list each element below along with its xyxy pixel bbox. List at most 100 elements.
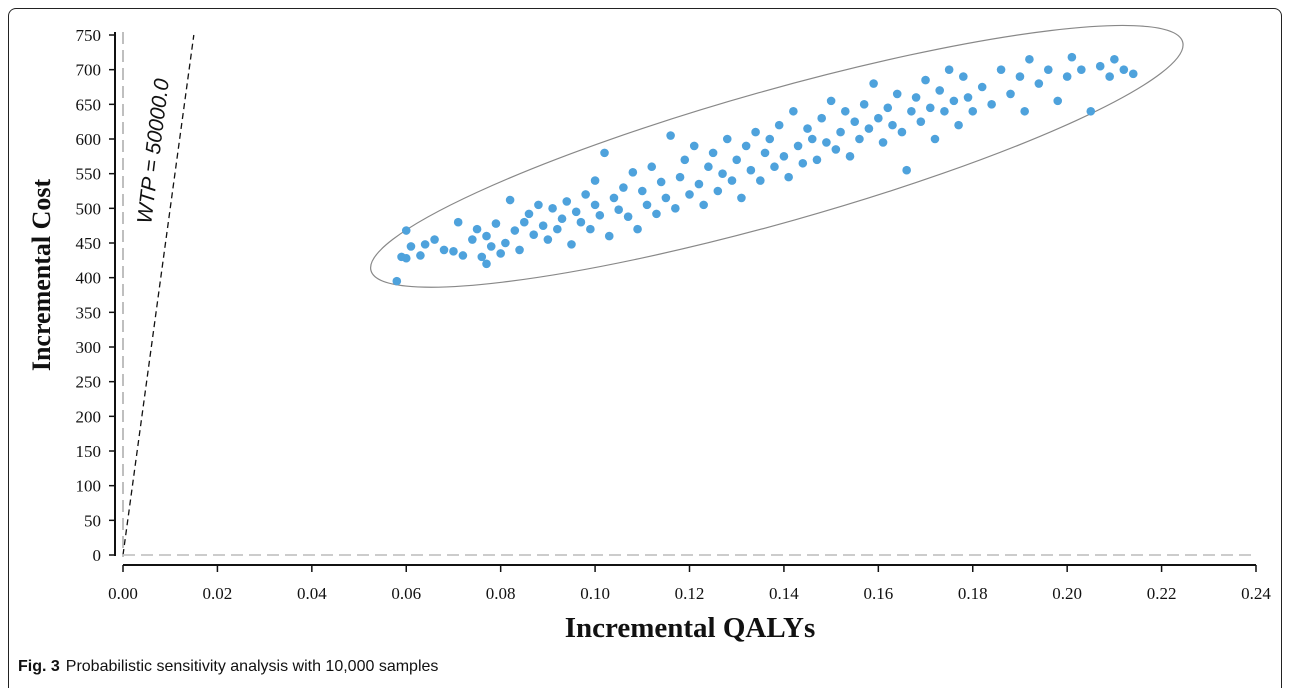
- data-point: [680, 155, 690, 165]
- data-point: [694, 179, 704, 189]
- data-point: [420, 240, 430, 249]
- x-tick-label: 0.00: [108, 584, 138, 603]
- data-point: [619, 183, 628, 192]
- x-tick-label: 0.06: [391, 584, 421, 603]
- data-point: [840, 106, 850, 116]
- data-point: [595, 210, 605, 220]
- data-point: [1105, 72, 1114, 81]
- data-point: [930, 134, 940, 144]
- data-point: [548, 204, 557, 213]
- data-point: [689, 141, 699, 151]
- data-point: [439, 245, 449, 255]
- data-point: [557, 214, 567, 224]
- y-tick-label: 550: [76, 165, 102, 184]
- data-point: [416, 251, 425, 260]
- data-point: [671, 204, 680, 213]
- data-point: [888, 120, 897, 130]
- data-point: [911, 93, 921, 102]
- y-axis-ticks: 0 50 100 150 200 250 300 350 400 450 500 550 600 650 7…: [76, 26, 115, 565]
- data-point: [586, 224, 595, 234]
- y-tick-label: 500: [76, 199, 102, 218]
- data-point: [600, 148, 609, 158]
- data-point: [482, 231, 491, 241]
- data-point: [798, 158, 808, 168]
- data-point: [1053, 96, 1063, 106]
- data-point: [661, 193, 671, 203]
- data-point: [812, 155, 822, 165]
- y-tick-label: 350: [76, 303, 102, 322]
- data-point: [567, 240, 576, 249]
- data-point: [737, 193, 746, 203]
- data-point: [1128, 69, 1138, 79]
- reference-lines: [122, 34, 195, 556]
- y-tick-label: 600: [76, 130, 102, 149]
- data-point: [628, 167, 638, 177]
- data-point: [590, 176, 600, 185]
- y-tick-label: 700: [76, 61, 102, 80]
- data-point: [741, 141, 751, 151]
- data-point: [449, 247, 458, 256]
- data-point: [1034, 79, 1044, 88]
- data-point: [581, 190, 590, 199]
- data-point: [803, 124, 812, 133]
- x-tick-label: 0.08: [486, 584, 516, 603]
- data-point: [704, 162, 713, 172]
- data-point: [642, 200, 652, 210]
- x-tick-label: 0.12: [675, 584, 705, 603]
- data-point: [666, 131, 675, 140]
- x-tick-label: 0.04: [297, 584, 327, 603]
- data-point: [486, 242, 496, 251]
- confidence-ellipse-layer: [370, 24, 1184, 288]
- x-tick-label: 0.10: [580, 584, 610, 603]
- data-point: [892, 89, 902, 99]
- x-tick-label: 0.16: [863, 584, 893, 603]
- data-point: [482, 259, 491, 269]
- y-tick-label: 250: [76, 373, 102, 392]
- data-point: [519, 217, 529, 227]
- data-point: [770, 162, 779, 172]
- x-tick-label: 0.14: [769, 584, 799, 603]
- data-point: [874, 113, 883, 123]
- data-point: [604, 231, 614, 241]
- data-point: [1077, 65, 1086, 74]
- data-point: [789, 106, 798, 116]
- figure-caption-label: Fig. 3: [18, 658, 60, 675]
- wtp-threshold-line: [122, 34, 195, 556]
- data-point: [392, 276, 402, 286]
- data-point: [576, 217, 586, 227]
- data-point: [543, 235, 553, 244]
- data-point: [793, 141, 803, 151]
- data-point: [944, 65, 954, 74]
- data-point: [401, 253, 411, 263]
- data-point: [1086, 106, 1096, 116]
- data-point: [722, 134, 732, 144]
- figure-caption-text: Probabilistic sensitivity analysis with …: [65, 658, 439, 675]
- data-point: [685, 190, 694, 199]
- y-tick-label: 150: [76, 442, 102, 461]
- data-point: [760, 148, 770, 158]
- data-point: [553, 224, 562, 234]
- y-tick-label: 50: [84, 511, 101, 530]
- data-point: [652, 209, 661, 219]
- data-point: [883, 103, 893, 113]
- data-point: [845, 152, 855, 161]
- x-tick-label: 0.18: [958, 584, 988, 603]
- data-point: [675, 172, 685, 182]
- data-point: [807, 134, 817, 144]
- data-point: [954, 120, 963, 130]
- wtp-line-label: WTP = 50000.0: [133, 77, 174, 225]
- data-point: [538, 221, 548, 230]
- data-point: [458, 251, 468, 260]
- data-point: [1067, 52, 1077, 62]
- data-point: [510, 226, 520, 235]
- data-point: [897, 127, 907, 137]
- data-point: [1110, 54, 1119, 64]
- data-point: [1020, 106, 1029, 116]
- data-point: [902, 165, 911, 175]
- data-point: [921, 75, 930, 85]
- data-point: [779, 152, 789, 161]
- x-tick-label: 0.24: [1241, 584, 1271, 603]
- y-tick-label: 450: [76, 234, 102, 253]
- data-point: [756, 176, 765, 185]
- data-point: [1095, 61, 1105, 71]
